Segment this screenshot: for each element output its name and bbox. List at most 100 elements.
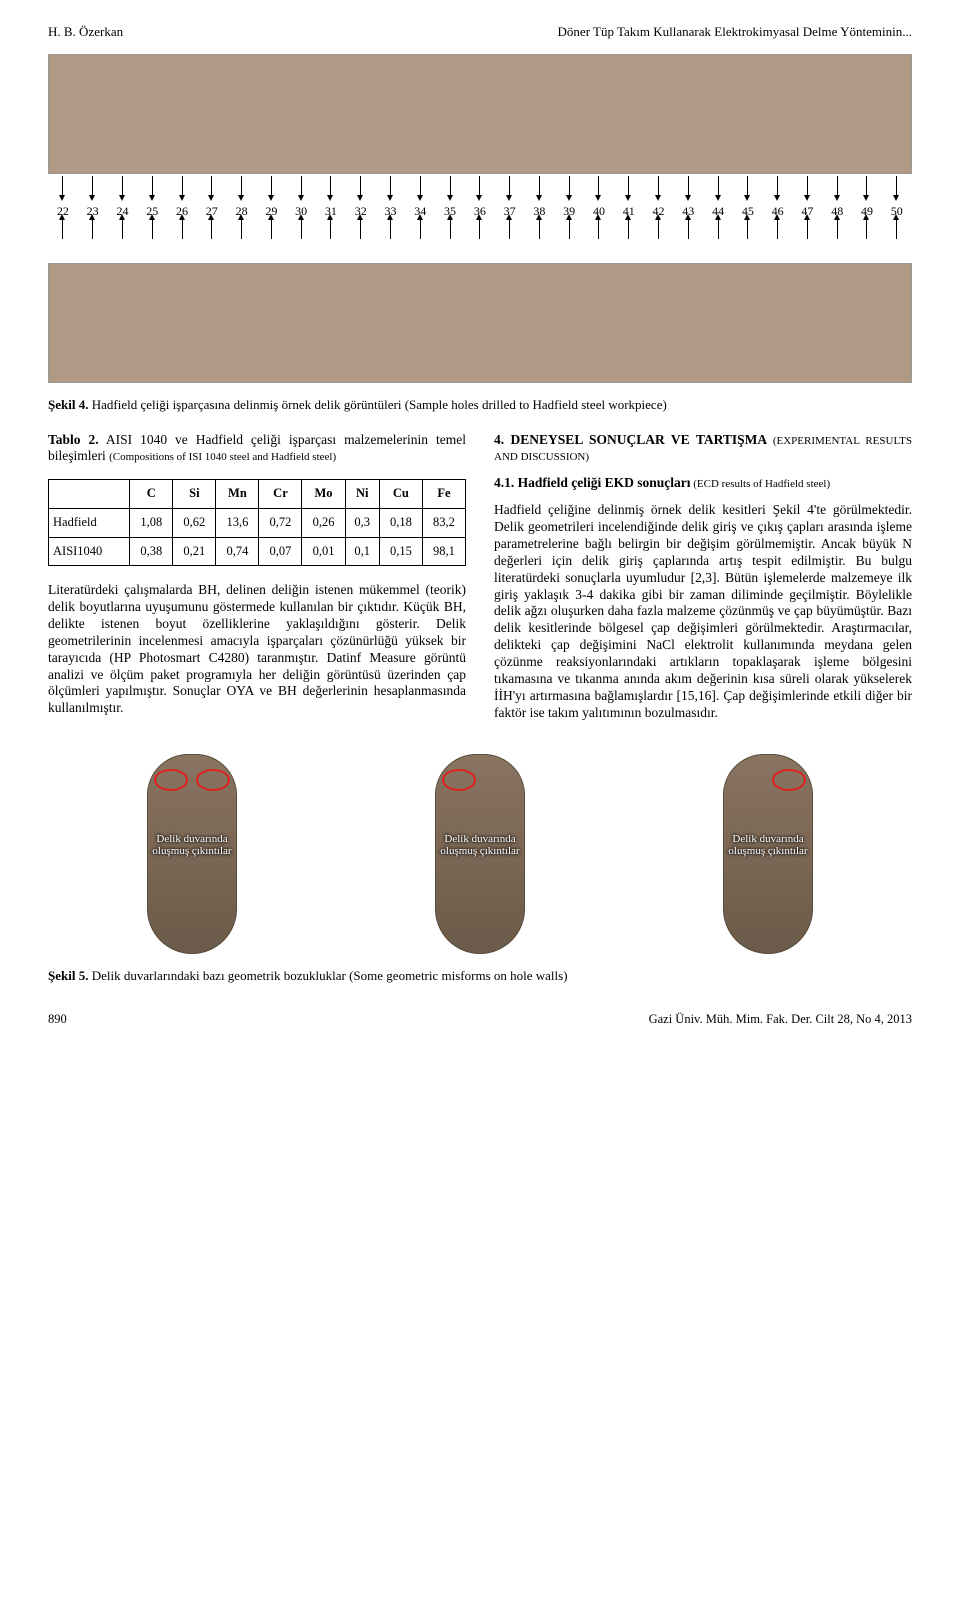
page-footer: 890 Gazi Üniv. Müh. Mim. Fak. Der. Cilt … xyxy=(48,1012,912,1028)
arrow-up-icon xyxy=(837,219,838,239)
figure5-caption: Şekil 5. Delik duvarlarındaki bazı geome… xyxy=(48,968,912,984)
arrow-down-icon xyxy=(896,176,897,196)
arrow-down-icon xyxy=(658,176,659,196)
arrow-down-icon xyxy=(628,176,629,196)
arrow-up-icon xyxy=(122,219,123,239)
figure5-sample-2: Delik duvarındaoluşmuş çıkıntılar xyxy=(435,754,525,954)
arrow-down-icon xyxy=(837,176,838,196)
composition-table: CSiMnCrMoNiCuFe Hadfield1,080,6213,60,72… xyxy=(48,479,466,566)
table-cell: 0,38 xyxy=(130,537,173,566)
footer-journal: Gazi Üniv. Müh. Mim. Fak. Der. Cilt 28, … xyxy=(649,1012,912,1028)
figure4-lower-strip xyxy=(48,263,912,383)
arrow-down-icon xyxy=(688,176,689,196)
arrow-up-icon xyxy=(658,219,659,239)
arrow-up-icon xyxy=(628,219,629,239)
table2-title-paren: (Compositions of ISI 1040 steel and Hadf… xyxy=(109,451,336,463)
table-cell: 1,08 xyxy=(130,508,173,537)
table-header-cell: Mn xyxy=(216,480,259,509)
arrow-up-icon xyxy=(152,219,153,239)
figure4-arrows-up xyxy=(48,219,912,245)
footer-page-number: 890 xyxy=(48,1012,67,1028)
arrow-down-icon xyxy=(509,176,510,196)
arrow-up-icon xyxy=(777,219,778,239)
arrow-up-icon xyxy=(62,219,63,239)
table-header-cell: Mo xyxy=(302,480,345,509)
arrow-up-icon xyxy=(866,219,867,239)
arrow-up-icon xyxy=(360,219,361,239)
arrow-down-icon xyxy=(330,176,331,196)
figure5-caption-bold: Şekil 5. xyxy=(48,968,88,983)
arrow-down-icon xyxy=(777,176,778,196)
arrow-down-icon xyxy=(211,176,212,196)
arrow-down-icon xyxy=(182,176,183,196)
section4-1-heading: 4.1. Hadfield çeliği EKD sonuçları (ECD … xyxy=(494,475,912,492)
arrow-down-icon xyxy=(390,176,391,196)
table-cell: 0,21 xyxy=(173,537,216,566)
table2-title-bold: Tablo 2. xyxy=(48,432,99,447)
table-header-cell: C xyxy=(130,480,173,509)
table-cell: 0,15 xyxy=(379,537,422,566)
arrow-up-icon xyxy=(330,219,331,239)
section4-1-title: 4.1. Hadfield çeliği EKD sonuçları xyxy=(494,475,691,490)
arrow-up-icon xyxy=(241,219,242,239)
defect-circle-icon xyxy=(196,769,230,791)
figure5-row: Delik duvarındaoluşmuş çıkıntılar Delik … xyxy=(48,754,912,954)
right-column: 4. DENEYSEL SONUÇLAR VE TARTIŞMA (EXPERI… xyxy=(494,432,912,734)
figure5-label-1: Delik duvarındaoluşmuş çıkıntılar xyxy=(148,833,236,858)
arrow-up-icon xyxy=(539,219,540,239)
arrow-down-icon xyxy=(92,176,93,196)
table-cell: 0,74 xyxy=(216,537,259,566)
table2-title: Tablo 2. AISI 1040 ve Hadfield çeliği iş… xyxy=(48,432,466,466)
header-author: H. B. Özerkan xyxy=(48,24,123,40)
left-paragraph: Literatürdeki çalışmalarda BH, delinen d… xyxy=(48,582,466,717)
table-row-label: AISI1040 xyxy=(49,537,130,566)
arrow-down-icon xyxy=(122,176,123,196)
arrow-down-icon xyxy=(539,176,540,196)
table-cell: 0,18 xyxy=(379,508,422,537)
figure5-sample-1: Delik duvarındaoluşmuş çıkıntılar xyxy=(147,754,237,954)
arrow-down-icon xyxy=(301,176,302,196)
arrow-up-icon xyxy=(807,219,808,239)
table-cell: 0,62 xyxy=(173,508,216,537)
arrow-up-icon xyxy=(479,219,480,239)
table-header-cell: Fe xyxy=(422,480,465,509)
section4-heading: 4. DENEYSEL SONUÇLAR VE TARTIŞMA (EXPERI… xyxy=(494,432,912,466)
arrow-down-icon xyxy=(271,176,272,196)
arrow-up-icon xyxy=(718,219,719,239)
section4-title: 4. DENEYSEL SONUÇLAR VE TARTIŞMA xyxy=(494,432,766,447)
figure5-sample-3: Delik duvarındaoluşmuş çıkıntılar xyxy=(723,754,813,954)
table-header-cell xyxy=(49,480,130,509)
table-cell: 13,6 xyxy=(216,508,259,537)
page-header: H. B. Özerkan Döner Tüp Takım Kullanarak… xyxy=(48,24,912,40)
table-cell: 0,72 xyxy=(259,508,302,537)
table-cell: 0,07 xyxy=(259,537,302,566)
figure5-label-2: Delik duvarındaoluşmuş çıkıntılar xyxy=(436,833,524,858)
body-two-column: Tablo 2. AISI 1040 ve Hadfield çeliği iş… xyxy=(48,432,912,734)
arrow-up-icon xyxy=(92,219,93,239)
arrow-down-icon xyxy=(747,176,748,196)
arrow-up-icon xyxy=(688,219,689,239)
figure4-caption: Şekil 4. Hadfield çeliği işparçasına del… xyxy=(48,397,912,413)
defect-circle-icon xyxy=(154,769,188,791)
arrow-up-icon xyxy=(182,219,183,239)
header-title: Döner Tüp Takım Kullanarak Elektrokimyas… xyxy=(558,24,912,40)
table-cell: 98,1 xyxy=(422,537,465,566)
table-row: Hadfield1,080,6213,60,720,260,30,1883,2 xyxy=(49,508,466,537)
arrow-down-icon xyxy=(62,176,63,196)
arrow-down-icon xyxy=(807,176,808,196)
table-header-row: CSiMnCrMoNiCuFe xyxy=(49,480,466,509)
arrow-down-icon xyxy=(598,176,599,196)
defect-circle-icon xyxy=(772,769,806,791)
arrow-down-icon xyxy=(152,176,153,196)
figure4-caption-bold: Şekil 4. xyxy=(48,397,88,412)
arrow-up-icon xyxy=(390,219,391,239)
right-paragraph: Hadfield çeliğine delinmiş örnek delik k… xyxy=(494,502,912,721)
table-row-label: Hadfield xyxy=(49,508,130,537)
table-cell: 0,01 xyxy=(302,537,345,566)
section4-1-sub: (ECD results of Hadfield steel) xyxy=(691,478,831,490)
figure4-caption-text: Hadfield çeliği işparçasına delinmiş örn… xyxy=(88,397,666,412)
figure5-caption-text: Delik duvarlarındaki bazı geometrik bozu… xyxy=(88,968,567,983)
arrow-up-icon xyxy=(747,219,748,239)
arrow-up-icon xyxy=(420,219,421,239)
arrow-down-icon xyxy=(360,176,361,196)
